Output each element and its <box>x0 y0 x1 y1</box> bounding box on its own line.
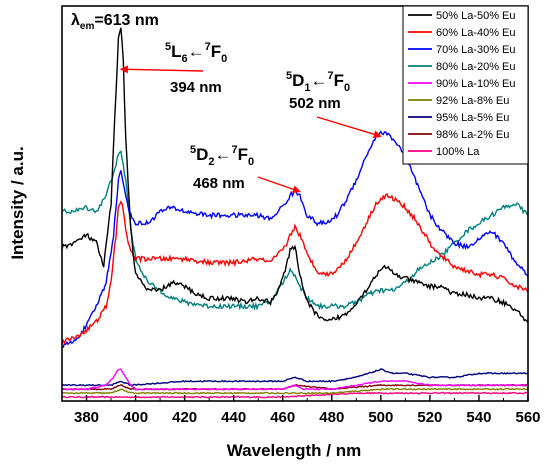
arrow-502nm <box>316 116 382 139</box>
peak-label-502nm: 502 nm <box>289 95 341 112</box>
lambda-symbol: λ <box>71 12 80 29</box>
plot-frame <box>61 5 529 402</box>
transition-label-5D2-7F0: 5D2←7F0 <box>190 144 254 168</box>
emission-wavelength-label: λem=613 nm <box>71 12 159 32</box>
legend-label-7: 95% La-5% Eu <box>436 112 509 124</box>
series-line-9 <box>61 391 529 399</box>
x-tick-label-380: 380 <box>74 409 99 426</box>
x-axis-ticks: 380 400 420 440 460 480 500 520 540 560 <box>61 395 541 426</box>
legend-label-5: 90% La-10% Eu <box>436 78 516 90</box>
arrow-468nm <box>257 176 301 194</box>
x-tick-label-520: 520 <box>417 409 442 426</box>
transition-label-5L6-7F0: 5L6←7F0 <box>165 41 227 65</box>
legend-label-8: 98% La-2% Eu <box>436 129 509 141</box>
series-line-4 <box>61 150 529 312</box>
legend: 50% La-50% Eu 60% La-40% Eu 70% La-30% Eu 8… <box>402 5 529 165</box>
legend-label-2: 60% La-40% Eu <box>436 27 516 39</box>
x-tick-label-560: 560 <box>515 409 540 426</box>
peak-label-394nm: 394 nm <box>170 79 222 96</box>
series-line-5 <box>61 368 529 391</box>
legend-label-6: 92% La-8% Eu <box>436 95 509 107</box>
legend-label-9: 100% La <box>436 146 480 158</box>
x-tick-label-440: 440 <box>221 409 246 426</box>
y-axis-title: Intensity / a.u. <box>8 146 27 259</box>
transition-label-5D1-7F0: 5D1←7F0 <box>286 70 350 94</box>
legend-label-4: 80% La-20% Eu <box>436 61 516 73</box>
x-tick-label-400: 400 <box>123 409 148 426</box>
peak-label-468nm: 468 nm <box>193 175 245 192</box>
x-tick-label-420: 420 <box>172 409 197 426</box>
x-tick-label-480: 480 <box>319 409 344 426</box>
legend-label-3: 70% La-30% Eu <box>436 44 516 56</box>
series-line-7 <box>61 368 529 387</box>
x-axis-title: Wavelength / nm <box>227 441 361 460</box>
series-line-1 <box>61 27 529 324</box>
x-tick-label-540: 540 <box>466 409 491 426</box>
x-tick-label-500: 500 <box>368 409 393 426</box>
legend-label-1: 50% La-50% Eu <box>436 10 516 22</box>
series-line-6 <box>61 387 529 395</box>
lambda-subscript: em <box>80 21 95 32</box>
arrow-394nm <box>119 65 204 74</box>
lambda-value: =613 nm <box>94 12 158 29</box>
series-line-2 <box>61 193 529 345</box>
x-tick-label-460: 460 <box>270 409 295 426</box>
